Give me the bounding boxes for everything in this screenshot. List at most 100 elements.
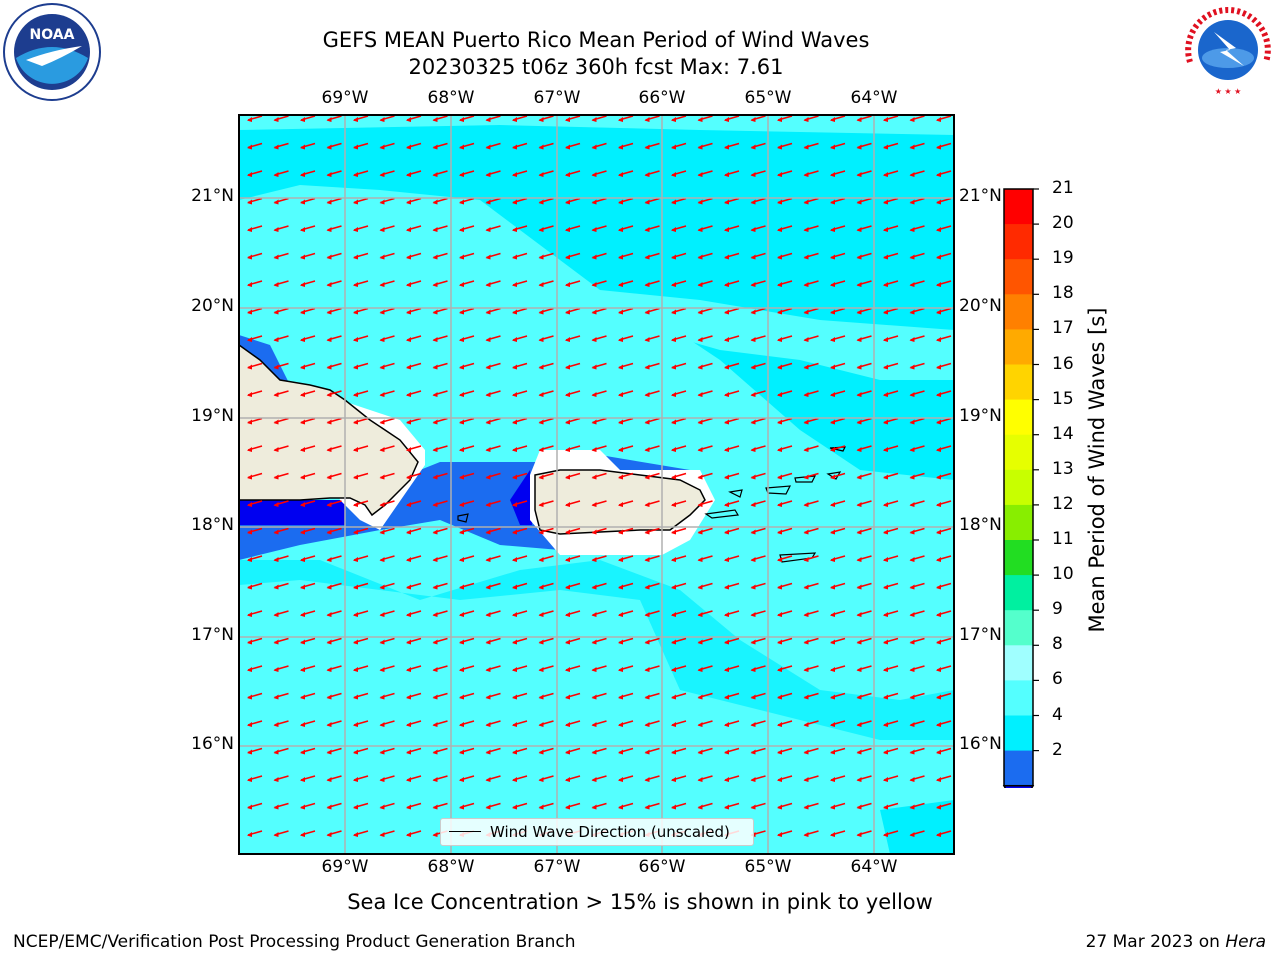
wind-wave-arrowhead [671, 474, 676, 480]
wind-wave-arrowhead [591, 392, 597, 397]
wind-wave-arrowhead [406, 227, 411, 232]
wind-wave-arrowhead [724, 777, 729, 782]
wind-wave-arrowhead [856, 199, 862, 205]
wind-wave-arrowhead [273, 447, 279, 452]
wind-wave-arrowhead [936, 392, 941, 397]
wind-wave-arrowhead [777, 227, 782, 232]
land-culebra [728, 489, 743, 498]
wind-wave-arrowhead [618, 419, 623, 425]
wind-wave-arrowhead [883, 117, 888, 122]
wind-wave-arrowhead [909, 254, 915, 260]
wind-wave-arrowhead [671, 144, 676, 150]
wind-wave-arrowhead [300, 529, 305, 535]
colorbar-tick-labels: 21 20 19 18 17 16 15 14 13 12 11 10 9 8 6 4 2 [1052, 0, 1092, 800]
wind-wave-arrowhead [326, 117, 332, 122]
wind-wave-arrowhead [644, 502, 650, 507]
wind-wave-arrowhead [353, 777, 358, 782]
wind-wave-arrowhead [273, 749, 279, 755]
wind-wave-arrowhead [936, 529, 941, 535]
wind-wave-arrowhead [273, 804, 279, 810]
wind-wave-arrowhead [538, 254, 544, 260]
wind-wave-arrowhead [379, 474, 385, 480]
wind-wave-arrowhead [644, 584, 650, 590]
wind-wave-arrowhead [353, 749, 358, 755]
wind-wave-arrowhead [697, 639, 703, 645]
wind-wave-arrowhead [485, 694, 491, 700]
wind-wave-arrowhead [909, 502, 915, 507]
colorbar-segment [1004, 575, 1033, 611]
wind-wave-arrowhead [379, 337, 385, 342]
svg-text:★ ★ ★: ★ ★ ★ [1215, 87, 1242, 96]
wind-wave-arrowhead [883, 172, 888, 177]
wind-wave-arrowhead [936, 667, 941, 672]
lon-label-top-65w: 65°W [744, 88, 792, 108]
wind-wave-arrowhead [512, 639, 517, 645]
wind-wave-arrowhead [856, 172, 862, 177]
wind-wave-arrowhead [459, 144, 464, 150]
wind-wave-arrowhead [591, 639, 597, 645]
lon-label-bottom-69w: 69°W [321, 857, 369, 877]
wind-wave-arrowhead [909, 117, 915, 122]
wind-wave-arrowhead [459, 419, 464, 425]
wind-wave-arrowhead [432, 722, 438, 727]
colorbar-frame [1003, 188, 1034, 787]
wind-wave-arrowhead [247, 584, 252, 590]
wind-wave-arrowhead [326, 474, 332, 480]
lon-label-bottom-64w: 64°W [850, 857, 898, 877]
wind-wave-arrowhead [432, 337, 438, 342]
wind-wave-arrowhead [353, 667, 358, 672]
wind-wave-arrowhead [353, 282, 358, 287]
wind-wave-arrowhead [591, 447, 597, 452]
wind-wave-arrowhead [512, 804, 517, 810]
wind-wave-arrowhead [724, 447, 729, 452]
wind-wave-arrowhead [724, 419, 729, 425]
wind-wave-arrowhead [379, 117, 385, 122]
colorbar-tick-label: 8 [1052, 634, 1063, 655]
wind-wave-arrowhead [459, 749, 464, 755]
wind-wave-arrowhead [618, 502, 623, 507]
colorbar-tick-label: 4 [1052, 704, 1063, 725]
wind-wave-arrowhead [697, 144, 703, 150]
wind-wave-arrowhead [247, 667, 252, 672]
wind-wave-arrowhead [803, 227, 809, 232]
wind-wave-arrowhead [936, 612, 941, 617]
wind-wave-arrowhead [459, 529, 464, 535]
wind-wave-arrowhead [459, 172, 464, 177]
wind-wave-arrowhead [565, 777, 570, 782]
wind-wave-arrowhead [883, 447, 888, 452]
wind-wave-arrowhead [432, 254, 438, 260]
wind-wave-arrowhead [750, 777, 756, 782]
wind-wave-arrowhead [326, 392, 332, 397]
wind-wave-arrowhead [273, 557, 279, 562]
wind-wave-arrowhead [591, 282, 597, 287]
wind-wave-arrowhead [247, 117, 252, 122]
wind-wave-arrowhead [697, 364, 703, 370]
wind-wave-arrowhead [406, 694, 411, 700]
wind-wave-arrowhead [830, 144, 835, 150]
wind-wave-arrowhead [485, 447, 491, 452]
contour-6-8-mid [600, 290, 954, 380]
map-frame [238, 114, 955, 855]
wind-wave-arrowhead [379, 722, 385, 727]
wind-wave-arrowhead [644, 227, 650, 232]
wind-wave-arrowhead [883, 749, 888, 755]
wind-wave-arrowhead [671, 502, 676, 507]
wind-wave-arrowhead [671, 117, 676, 122]
wind-wave-arrowhead [750, 392, 756, 397]
wind-wave-arrowhead [379, 639, 385, 645]
wind-wave-arrowhead [406, 364, 411, 370]
wind-wave-arrowhead [300, 419, 305, 425]
wind-wave-arrowhead [432, 117, 438, 122]
wind-wave-arrowhead [459, 639, 464, 645]
wind-wave-arrowhead [830, 364, 835, 370]
wind-wave-arrowhead [777, 282, 782, 287]
wind-wave-arrowhead [565, 502, 570, 507]
wind-wave-arrowhead [883, 309, 888, 315]
wind-wave-arrowhead [326, 309, 332, 315]
wind-wave-arrowhead [326, 447, 332, 452]
legend-line-icon [449, 831, 481, 832]
wind-wave-arrowhead [644, 254, 650, 260]
wind-wave-arrowhead [724, 557, 729, 562]
wind-wave-arrowhead [591, 557, 597, 562]
wind-wave-arrowhead [379, 804, 385, 810]
